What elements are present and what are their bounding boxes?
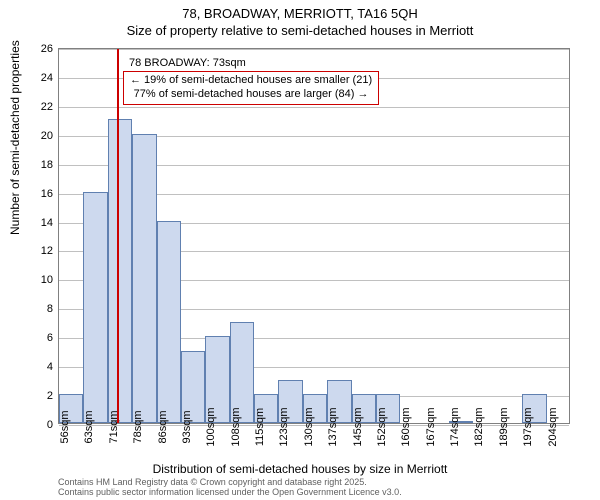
y-tick-label: 16 [41,188,53,200]
y-tick-label: 14 [41,217,53,229]
y-tick-label: 18 [41,159,53,171]
x-tick-label: 63sqm [83,410,95,443]
y-tick-label: 2 [47,390,53,402]
x-tick-label: 189sqm [498,407,510,446]
gridline [59,107,569,108]
x-tick-label: 174sqm [449,407,461,446]
x-tick-label: 93sqm [181,410,193,443]
x-tick-label: 130sqm [303,407,315,446]
gridline [59,49,569,50]
y-tick-label: 26 [41,43,53,55]
x-tick-label: 152sqm [376,407,388,446]
y-tick-label: 4 [47,361,53,373]
y-tick-label: 6 [47,332,53,344]
x-tick-label: 137sqm [327,407,339,446]
annotation-larger-line: 77% of semi-detached houses are larger (… [130,88,372,102]
x-tick-label: 182sqm [473,407,485,446]
annotation-comparison-box: ← 19% of semi-detached houses are smalle… [123,71,379,105]
x-tick-label: 204sqm [547,407,559,446]
x-tick-label: 115sqm [254,408,266,446]
chart-title-line1: 78, BROADWAY, MERRIOTT, TA16 5QH [0,6,600,23]
histogram-bar [108,119,132,423]
histogram-bar [132,134,156,423]
chart-plot-area: 0246810121416182022242656sqm63sqm71sqm78… [58,48,570,424]
annotation-smaller-line: ← 19% of semi-detached houses are smalle… [130,74,372,88]
chart-title-line2: Size of property relative to semi-detach… [0,23,600,40]
chart-footer: Contains HM Land Registry data © Crown c… [58,478,402,498]
footer-line2: Contains public sector information licen… [58,488,402,498]
property-marker-line [117,49,119,423]
x-tick-label: 197sqm [522,407,534,446]
y-tick-label: 24 [41,72,53,84]
y-tick-label: 10 [41,274,53,286]
x-tick-label: 78sqm [132,410,144,443]
x-tick-label: 108sqm [230,407,242,446]
x-tick-label: 56sqm [59,410,71,443]
y-tick-label: 22 [41,101,53,113]
y-tick-label: 12 [41,245,53,257]
y-tick-label: 8 [47,303,53,315]
histogram-bar [83,192,107,423]
x-tick-label: 160sqm [400,407,412,446]
x-tick-label: 123sqm [278,407,290,446]
y-tick-label: 0 [47,419,53,431]
chart-title-block: 78, BROADWAY, MERRIOTT, TA16 5QH Size of… [0,0,600,40]
histogram-bar [157,221,181,423]
x-tick-label: 145sqm [352,407,364,446]
x-axis-label: Distribution of semi-detached houses by … [0,462,600,476]
y-axis-label: Number of semi-detached properties [8,40,22,235]
x-tick-label: 167sqm [425,407,437,446]
y-tick-label: 20 [41,130,53,142]
x-tick-label: 100sqm [205,407,217,446]
x-tick-label: 86sqm [157,410,169,443]
